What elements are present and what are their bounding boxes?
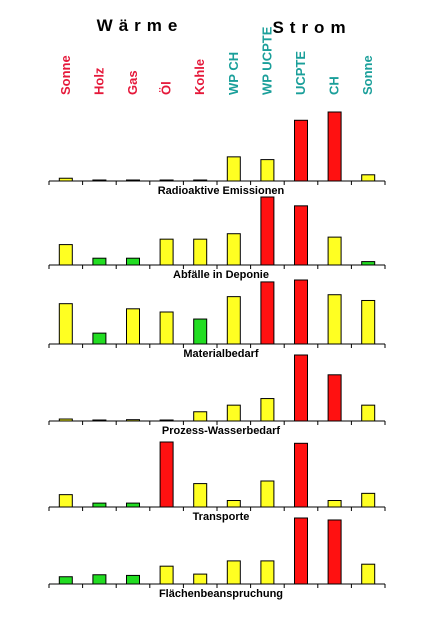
bar-sonne <box>58 177 73 182</box>
bar-gas <box>126 308 140 345</box>
panel-prozess-wasserbedarf: Prozess-Wasserbedarf <box>48 354 386 437</box>
bar-wp-ucpte <box>260 480 275 508</box>
panel-title: Transporte <box>193 511 250 523</box>
group-title-waerme: Wärme <box>97 16 184 35</box>
category-label-sonne-strom: Sonne <box>360 55 375 95</box>
panel-radioaktive-emissionen: Radioaktive Emissionen <box>48 111 386 197</box>
bar-oel <box>159 565 174 585</box>
panel-flaechenbeanspruchung: Flächenbeanspruchung <box>48 517 386 600</box>
bar-wp-ch <box>226 560 241 585</box>
bar-holz <box>92 502 107 508</box>
category-label-ch: CH <box>327 76 342 95</box>
bar-ch <box>327 500 342 508</box>
bar-wp-ch <box>226 404 241 422</box>
bar-sonne <box>58 303 73 345</box>
category-label-oel: Öl <box>159 81 174 95</box>
bar-holz <box>92 179 107 182</box>
panel-title: Abfälle in Deponie <box>173 269 269 281</box>
bar-ucpte <box>294 119 308 182</box>
bar-oel <box>159 441 174 508</box>
bar-wp-ucpte <box>260 398 275 422</box>
category-label-gas: Gas <box>125 70 140 95</box>
bar-wp-ch <box>226 233 241 266</box>
bar-sonne <box>361 492 376 508</box>
bar-gas <box>126 179 140 182</box>
bar-ch <box>327 111 342 182</box>
bar-wp-ch <box>226 156 241 182</box>
bar-ucpte <box>294 279 308 345</box>
bar-oel <box>159 311 174 345</box>
bar-gas <box>126 257 140 266</box>
panel-transporte: Transporte <box>48 441 386 523</box>
bar-ch <box>327 294 342 345</box>
bar-kohle <box>193 318 208 345</box>
bar-gas <box>126 419 140 422</box>
category-label-ucpte: UCPTE <box>293 51 308 95</box>
category-label-wp-ch: WP CH <box>226 52 241 95</box>
bar-oel <box>159 419 174 422</box>
bar-gas <box>126 574 140 585</box>
bar-wp-ucpte <box>260 560 275 585</box>
bar-holz <box>92 257 107 266</box>
bar-ucpte <box>294 205 308 266</box>
bar-kohle <box>193 483 208 508</box>
bar-kohle <box>193 179 208 182</box>
category-label-sonne: Sonne <box>58 55 73 95</box>
category-label-kohle: Kohle <box>192 59 207 95</box>
panel-title: Radioaktive Emissionen <box>158 185 285 197</box>
bar-sonne <box>361 174 376 182</box>
chart-panels: Radioaktive Emissionen Abfälle in Deponie… <box>48 111 386 600</box>
category-labels: Sonne Holz Gas Öl Kohle WP CH WP UCPTE UCPTE CH S… <box>58 26 375 95</box>
panel-abfaelle-in-deponie: Abfälle in Deponie <box>48 196 386 281</box>
bar-ch <box>327 236 342 266</box>
bar-sonne <box>58 494 73 508</box>
bar-gas <box>126 502 140 508</box>
bar-oel <box>159 179 174 182</box>
bar-holz <box>92 574 107 585</box>
bar-sonne <box>58 576 73 585</box>
bar-sonne <box>361 404 376 422</box>
bar-sonne <box>361 563 376 585</box>
bar-ucpte <box>294 517 308 585</box>
panel-title: Prozess-Wasserbedarf <box>162 425 281 437</box>
bar-ch <box>327 519 342 585</box>
panel-title: Materialbedarf <box>183 348 259 360</box>
category-label-wp-ucpte: WP UCPTE <box>259 26 274 95</box>
bar-sonne <box>361 299 376 345</box>
bar-holz <box>92 332 107 345</box>
bar-ch <box>327 374 342 422</box>
bar-wp-ucpte <box>260 159 275 182</box>
bar-wp-ch <box>226 500 241 508</box>
bar-kohle <box>193 573 208 585</box>
bar-kohle <box>193 238 208 266</box>
bar-wp-ucpte <box>260 196 275 266</box>
bar-ucpte <box>294 354 308 422</box>
bar-wp-ucpte <box>260 281 275 345</box>
panel-materialbedarf: Materialbedarf <box>48 279 386 360</box>
bar-sonne <box>361 261 376 266</box>
group-headers: Wärme Strom <box>97 16 351 37</box>
bar-wp-ch <box>226 296 241 345</box>
bar-ucpte <box>294 442 308 508</box>
bar-kohle <box>193 411 208 422</box>
group-title-strom: Strom <box>272 18 351 37</box>
category-label-holz: Holz <box>91 67 106 95</box>
bar-holz <box>92 419 107 422</box>
bar-sonne <box>58 244 73 266</box>
bar-oel <box>159 238 174 266</box>
bar-sonne <box>58 418 73 422</box>
panel-title: Flächenbeanspruchung <box>159 588 283 600</box>
